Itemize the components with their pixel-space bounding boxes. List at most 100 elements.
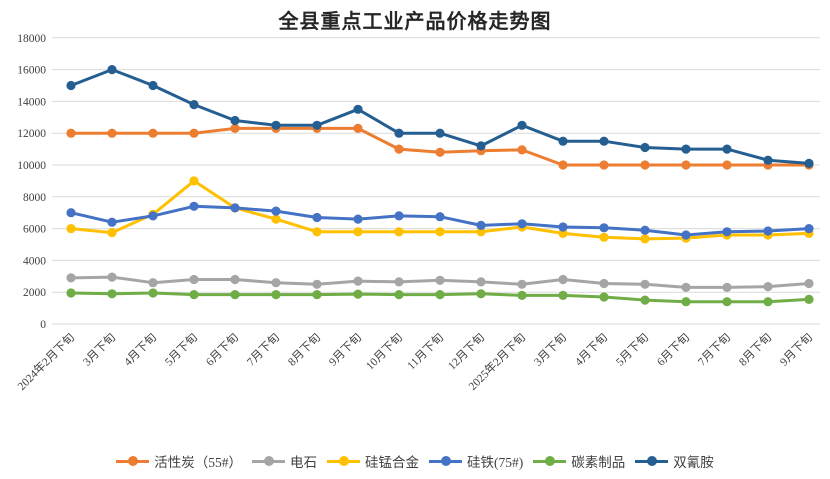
series-point-5-3 (189, 100, 199, 110)
x-tick-label: 7月下旬 (695, 331, 733, 369)
series-point-4-15 (681, 297, 691, 307)
legend-label: 双氰胺 (673, 455, 714, 470)
series-point-3-0 (66, 208, 76, 218)
series-point-1-4 (230, 274, 240, 285)
series-point-0-9 (435, 147, 445, 157)
x-tick-label: 7月下旬 (244, 331, 282, 369)
series-point-1-18 (804, 278, 814, 289)
x-tick-label: 2024年2月下旬 (14, 330, 77, 393)
series-point-3-7 (353, 214, 363, 224)
legend-marker-icon (252, 456, 285, 466)
x-tick-label: 6月下旬 (203, 331, 241, 369)
legend-item-4[interactable]: 碳素制品 (533, 451, 625, 471)
legend-dot-icon (646, 456, 657, 466)
series-point-0-13 (599, 160, 609, 170)
chart-legend: 活性炭（55#） 电石 硅锰合金 硅铁(75#) 碳素制品 双氰胺 (0, 451, 830, 471)
series-point-1-12 (558, 274, 568, 285)
y-tick-label: 10000 (17, 160, 46, 172)
series-point-0-0 (66, 128, 76, 138)
series-point-2-6 (312, 227, 322, 237)
series-point-3-4 (230, 203, 240, 213)
series-point-1-15 (681, 282, 691, 292)
legend-marker-icon (533, 456, 567, 466)
series-point-4-14 (640, 295, 650, 305)
y-tick-label: 12000 (17, 128, 46, 140)
x-tick-label: 6月下旬 (654, 331, 692, 369)
series-point-5-9 (435, 128, 445, 138)
series-point-5-6 (312, 120, 322, 130)
series-point-5-2 (148, 80, 158, 91)
series-point-3-15 (681, 230, 691, 240)
series-point-4-8 (394, 290, 404, 300)
series-point-1-16 (722, 282, 732, 292)
series-point-0-2 (148, 128, 158, 138)
series-point-4-2 (148, 288, 158, 298)
series-point-3-1 (107, 217, 117, 227)
series-point-3-5 (271, 206, 281, 216)
series-point-1-1 (107, 272, 117, 282)
series-point-0-14 (640, 160, 650, 170)
series-point-3-3 (189, 201, 199, 211)
series-point-4-9 (435, 290, 445, 300)
series-point-0-15 (681, 160, 691, 170)
series-point-5-18 (804, 158, 814, 168)
series-point-1-3 (189, 274, 199, 285)
series-point-2-13 (599, 232, 609, 242)
series-point-1-5 (271, 278, 281, 288)
legend-label: 活性炭（55#） (154, 455, 242, 470)
x-tick-label: 8月下旬 (736, 331, 774, 369)
series-point-2-10 (476, 227, 486, 237)
series-point-5-1 (107, 65, 117, 75)
legend-item-3[interactable]: 硅铁(75#) (429, 451, 523, 471)
series-point-3-9 (435, 212, 445, 222)
series-point-4-11 (517, 290, 527, 300)
series-point-5-16 (722, 144, 732, 154)
x-tick-label: 3月下旬 (80, 331, 118, 369)
legend-item-5[interactable]: 双氰胺 (635, 451, 714, 471)
legend-label: 硅铁(75#) (467, 455, 524, 470)
series-point-1-14 (640, 279, 650, 289)
series-point-5-5 (271, 120, 281, 130)
x-tick-label: 3月下旬 (531, 331, 569, 369)
x-tick-label: 4月下旬 (121, 331, 159, 369)
series-point-3-11 (517, 219, 527, 229)
legend-item-0[interactable]: 活性炭（55#） (116, 451, 242, 471)
series-point-3-14 (640, 225, 650, 235)
legend-label: 电石 (290, 455, 317, 470)
series-point-3-8 (394, 211, 404, 221)
series-point-4-16 (722, 297, 732, 307)
series-point-1-8 (394, 277, 404, 287)
series-point-4-17 (763, 297, 773, 307)
series-point-3-17 (763, 226, 773, 236)
series-point-3-16 (722, 227, 732, 237)
legend-dot-icon (544, 456, 555, 466)
series-point-4-18 (804, 294, 814, 304)
legend-dot-icon (440, 456, 451, 466)
series-point-2-14 (640, 234, 650, 244)
series-point-3-2 (148, 211, 158, 221)
legend-dot-icon (338, 456, 349, 466)
series-point-1-13 (599, 278, 609, 289)
series-point-1-11 (517, 279, 527, 289)
x-tick-label: 11月下旬 (405, 331, 446, 372)
series-point-5-4 (230, 115, 240, 126)
series-point-5-7 (353, 104, 363, 114)
y-tick-label: 14000 (17, 96, 46, 108)
x-tick-label: 5月下旬 (613, 331, 651, 369)
legend-item-2[interactable]: 硅锰合金 (327, 451, 419, 471)
series-point-2-8 (394, 227, 404, 237)
y-tick-label: 6000 (23, 224, 46, 236)
series-point-4-4 (230, 290, 240, 300)
series-point-3-18 (804, 224, 814, 234)
series-point-0-1 (107, 128, 117, 138)
legend-label: 硅锰合金 (365, 455, 419, 470)
series-point-2-3 (189, 176, 199, 186)
y-tick-label: 8000 (23, 192, 46, 204)
y-tick-label: 2000 (23, 287, 46, 299)
legend-dot-icon (263, 456, 274, 466)
legend-item-1[interactable]: 电石 (252, 451, 317, 471)
series-point-4-3 (189, 290, 199, 300)
series-point-2-9 (435, 227, 445, 237)
series-point-1-6 (312, 279, 322, 289)
